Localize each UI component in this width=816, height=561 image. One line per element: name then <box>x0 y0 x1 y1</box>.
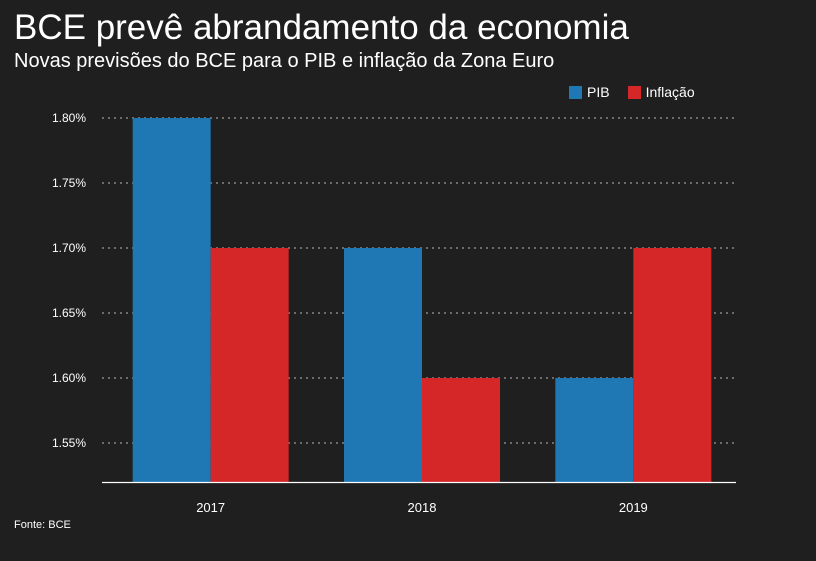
bar-pib-2018 <box>344 248 422 482</box>
legend-item-inflacao: Inflação <box>627 84 695 100</box>
x-tick-label: 2017 <box>196 500 225 515</box>
bar-inflacao-2019 <box>633 248 712 482</box>
chart-title: BCE prevê abrandamento da economia <box>14 8 629 47</box>
y-tick-label: 1.70% <box>52 241 86 255</box>
legend-swatch-pib <box>569 85 582 99</box>
bar-pib-2017 <box>132 118 211 482</box>
legend-swatch-inflacao <box>627 85 641 99</box>
bar-inflacao-2018 <box>422 378 500 482</box>
legend-label-inflacao: Inflação <box>645 84 695 100</box>
bar-inflacao-2017 <box>210 248 289 482</box>
legend-label-pib: PIB <box>587 84 610 100</box>
y-tick-label: 1.65% <box>52 306 86 320</box>
x-tick-label: 2018 <box>408 500 437 515</box>
bar-pib-2019 <box>555 378 634 482</box>
source-note: Fonte: BCE <box>14 519 71 531</box>
y-tick-label: 1.55% <box>52 436 86 450</box>
x-tick-label: 2019 <box>619 500 648 515</box>
legend-item-pib: PIB <box>569 84 610 100</box>
y-tick-label: 1.60% <box>52 371 86 385</box>
chart-subtitle: Novas previsões do BCE para o PIB e infl… <box>14 50 555 72</box>
y-tick-label: 1.80% <box>52 111 86 125</box>
y-tick-label: 1.75% <box>52 176 86 190</box>
legend: PIB Inflação <box>569 84 695 100</box>
